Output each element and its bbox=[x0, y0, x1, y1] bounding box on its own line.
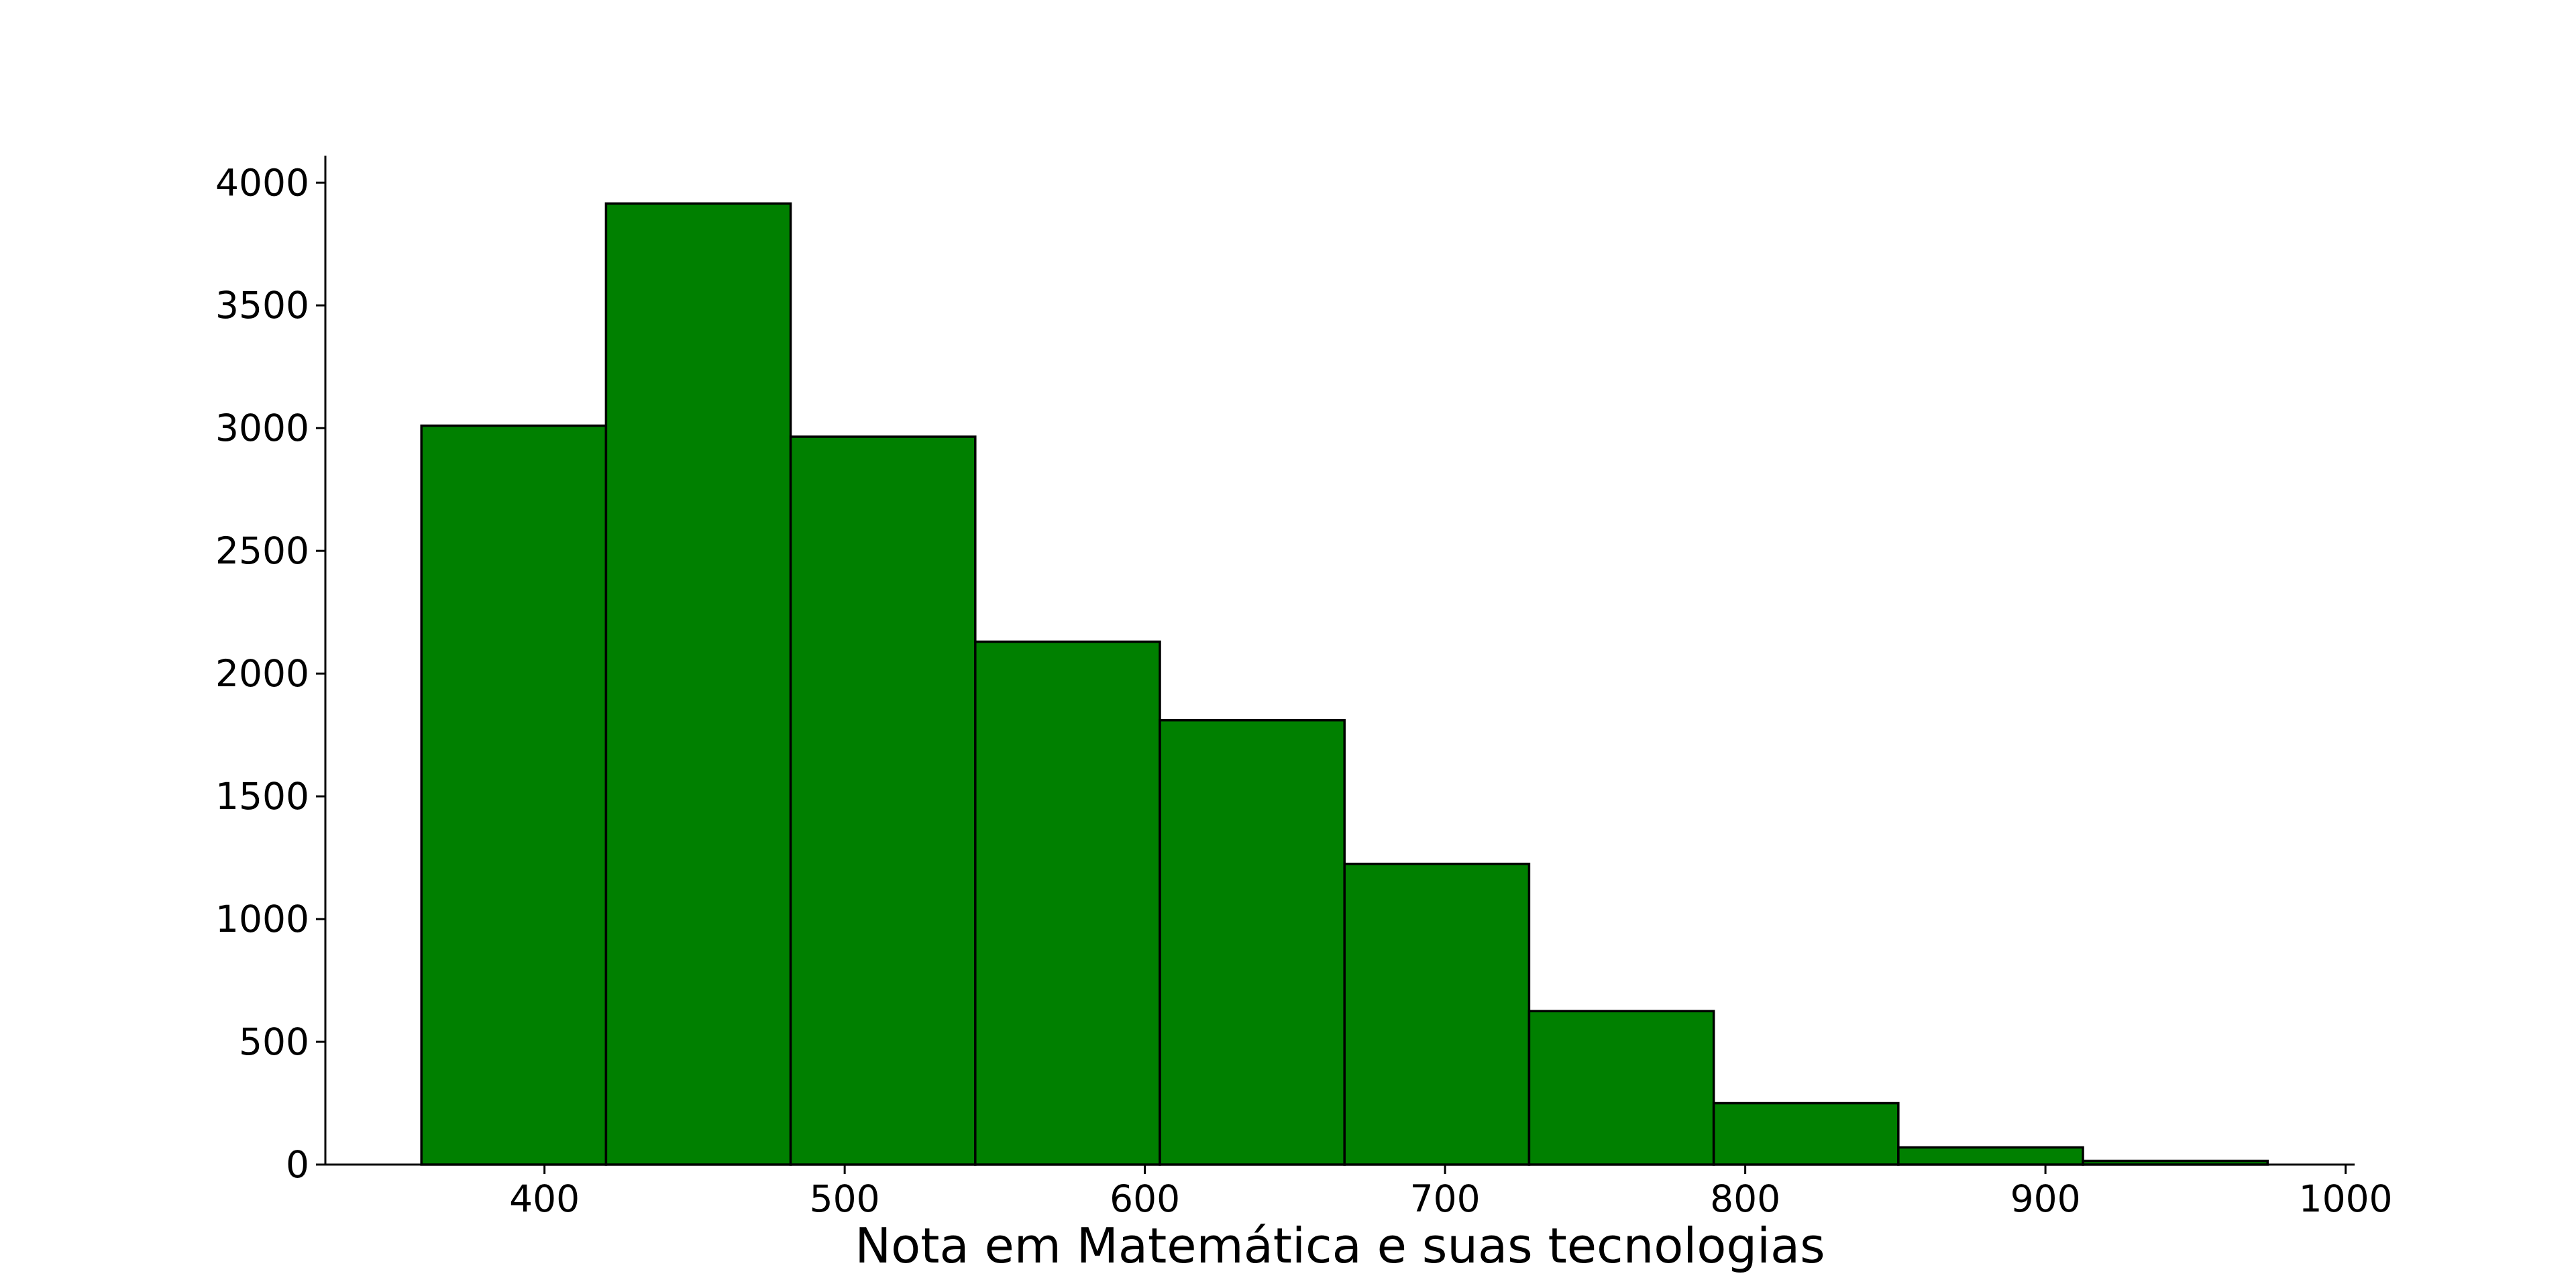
ticks-layer: 0 500 1000 1500 2000 2500 3000 3500 4000 400 500 60… bbox=[215, 161, 2393, 1220]
histogram-bar bbox=[974, 640, 1161, 1166]
histogram-bar bbox=[789, 435, 977, 1166]
bars-layer bbox=[420, 202, 2269, 1166]
x-tick-label: 600 bbox=[1110, 1177, 1180, 1220]
x-axis-title: Nota em Matemática e suas tecnologias bbox=[855, 1218, 1825, 1274]
x-tick-label: 900 bbox=[2010, 1177, 2081, 1220]
x-tick-label: 400 bbox=[509, 1177, 580, 1220]
x-tick-label: 800 bbox=[1710, 1177, 1780, 1220]
histogram-bar bbox=[1712, 1102, 1900, 1166]
y-tick-label: 4000 bbox=[215, 161, 309, 204]
x-tick-label: 1000 bbox=[2299, 1177, 2393, 1220]
y-tick-label: 0 bbox=[286, 1143, 309, 1186]
y-tick-label: 2500 bbox=[215, 529, 309, 572]
y-tick-label: 1000 bbox=[215, 898, 309, 941]
histogram-bar bbox=[1343, 862, 1531, 1166]
histogram-bar bbox=[1527, 1010, 1715, 1166]
histogram-bar bbox=[1897, 1146, 2084, 1166]
histogram-bar bbox=[1159, 718, 1346, 1166]
x-tick-label: 500 bbox=[810, 1177, 880, 1220]
y-tick-label: 3000 bbox=[215, 407, 309, 449]
x-tick-label: 700 bbox=[1410, 1177, 1481, 1220]
axes-layer bbox=[324, 156, 2355, 1166]
y-tick-label: 1500 bbox=[215, 775, 309, 818]
y-tick-label: 3500 bbox=[215, 284, 309, 327]
histogram-bar bbox=[420, 424, 608, 1166]
y-tick-label: 2000 bbox=[215, 652, 309, 695]
y-tick-label: 500 bbox=[239, 1020, 309, 1063]
histogram-bar bbox=[604, 202, 792, 1166]
